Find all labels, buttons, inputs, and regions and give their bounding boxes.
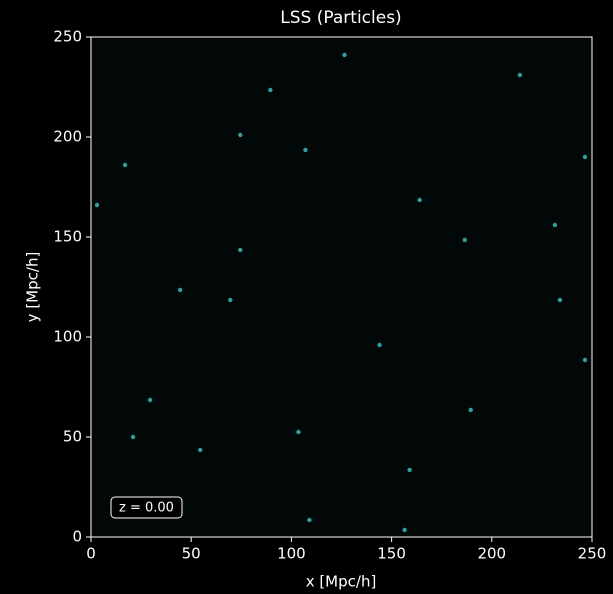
particle-knot: [238, 248, 242, 252]
x-tick-label: 200: [477, 545, 506, 563]
y-tick-label: 250: [53, 28, 82, 46]
particle-knot: [178, 288, 182, 292]
particle-knot: [228, 298, 232, 302]
particle-knot: [123, 163, 127, 167]
particle-knot: [342, 53, 346, 57]
plot-area: [91, 37, 592, 537]
x-tick-label: 100: [277, 545, 306, 563]
particle-knot: [296, 430, 300, 434]
particle-knot: [583, 358, 587, 362]
annotation: z = 0.00: [119, 501, 174, 516]
particle-knot: [307, 518, 311, 522]
particle-knot: [417, 198, 421, 202]
x-tick-label: 50: [182, 545, 201, 563]
chart-title: LSS (Particles): [280, 8, 401, 28]
x-tick-label: 150: [377, 545, 406, 563]
particle-knot: [238, 133, 242, 137]
particle-knot: [407, 468, 411, 472]
y-tick-label: 150: [53, 228, 82, 246]
particle-knot: [518, 73, 522, 77]
x-axis-label: x [Mpc/h]: [306, 573, 377, 591]
particle-knot: [148, 398, 152, 402]
particle-knot: [131, 435, 135, 439]
particle-knot: [303, 148, 307, 152]
x-tick-label: 0: [86, 545, 96, 563]
particle-knot: [583, 155, 587, 159]
particle-knot: [402, 528, 406, 532]
particle-knot: [95, 203, 99, 207]
chart: LSS (Particles) x [Mpc/h] y [Mpc/h] z = …: [0, 0, 613, 594]
particle-knot: [553, 223, 557, 227]
y-tick-label: 200: [53, 128, 82, 146]
particle-knot: [463, 238, 467, 242]
y-tick-label: 0: [72, 528, 82, 546]
particle-knot: [558, 298, 562, 302]
particle-knot: [469, 408, 473, 412]
particle-knot: [377, 343, 381, 347]
y-tick-label: 100: [53, 328, 82, 346]
particle-knot: [198, 448, 202, 452]
particle-knot: [268, 88, 272, 92]
y-axis-label: y [Mpc/h]: [24, 252, 42, 323]
x-tick-label: 250: [578, 545, 607, 563]
y-tick-label: 50: [63, 428, 82, 446]
